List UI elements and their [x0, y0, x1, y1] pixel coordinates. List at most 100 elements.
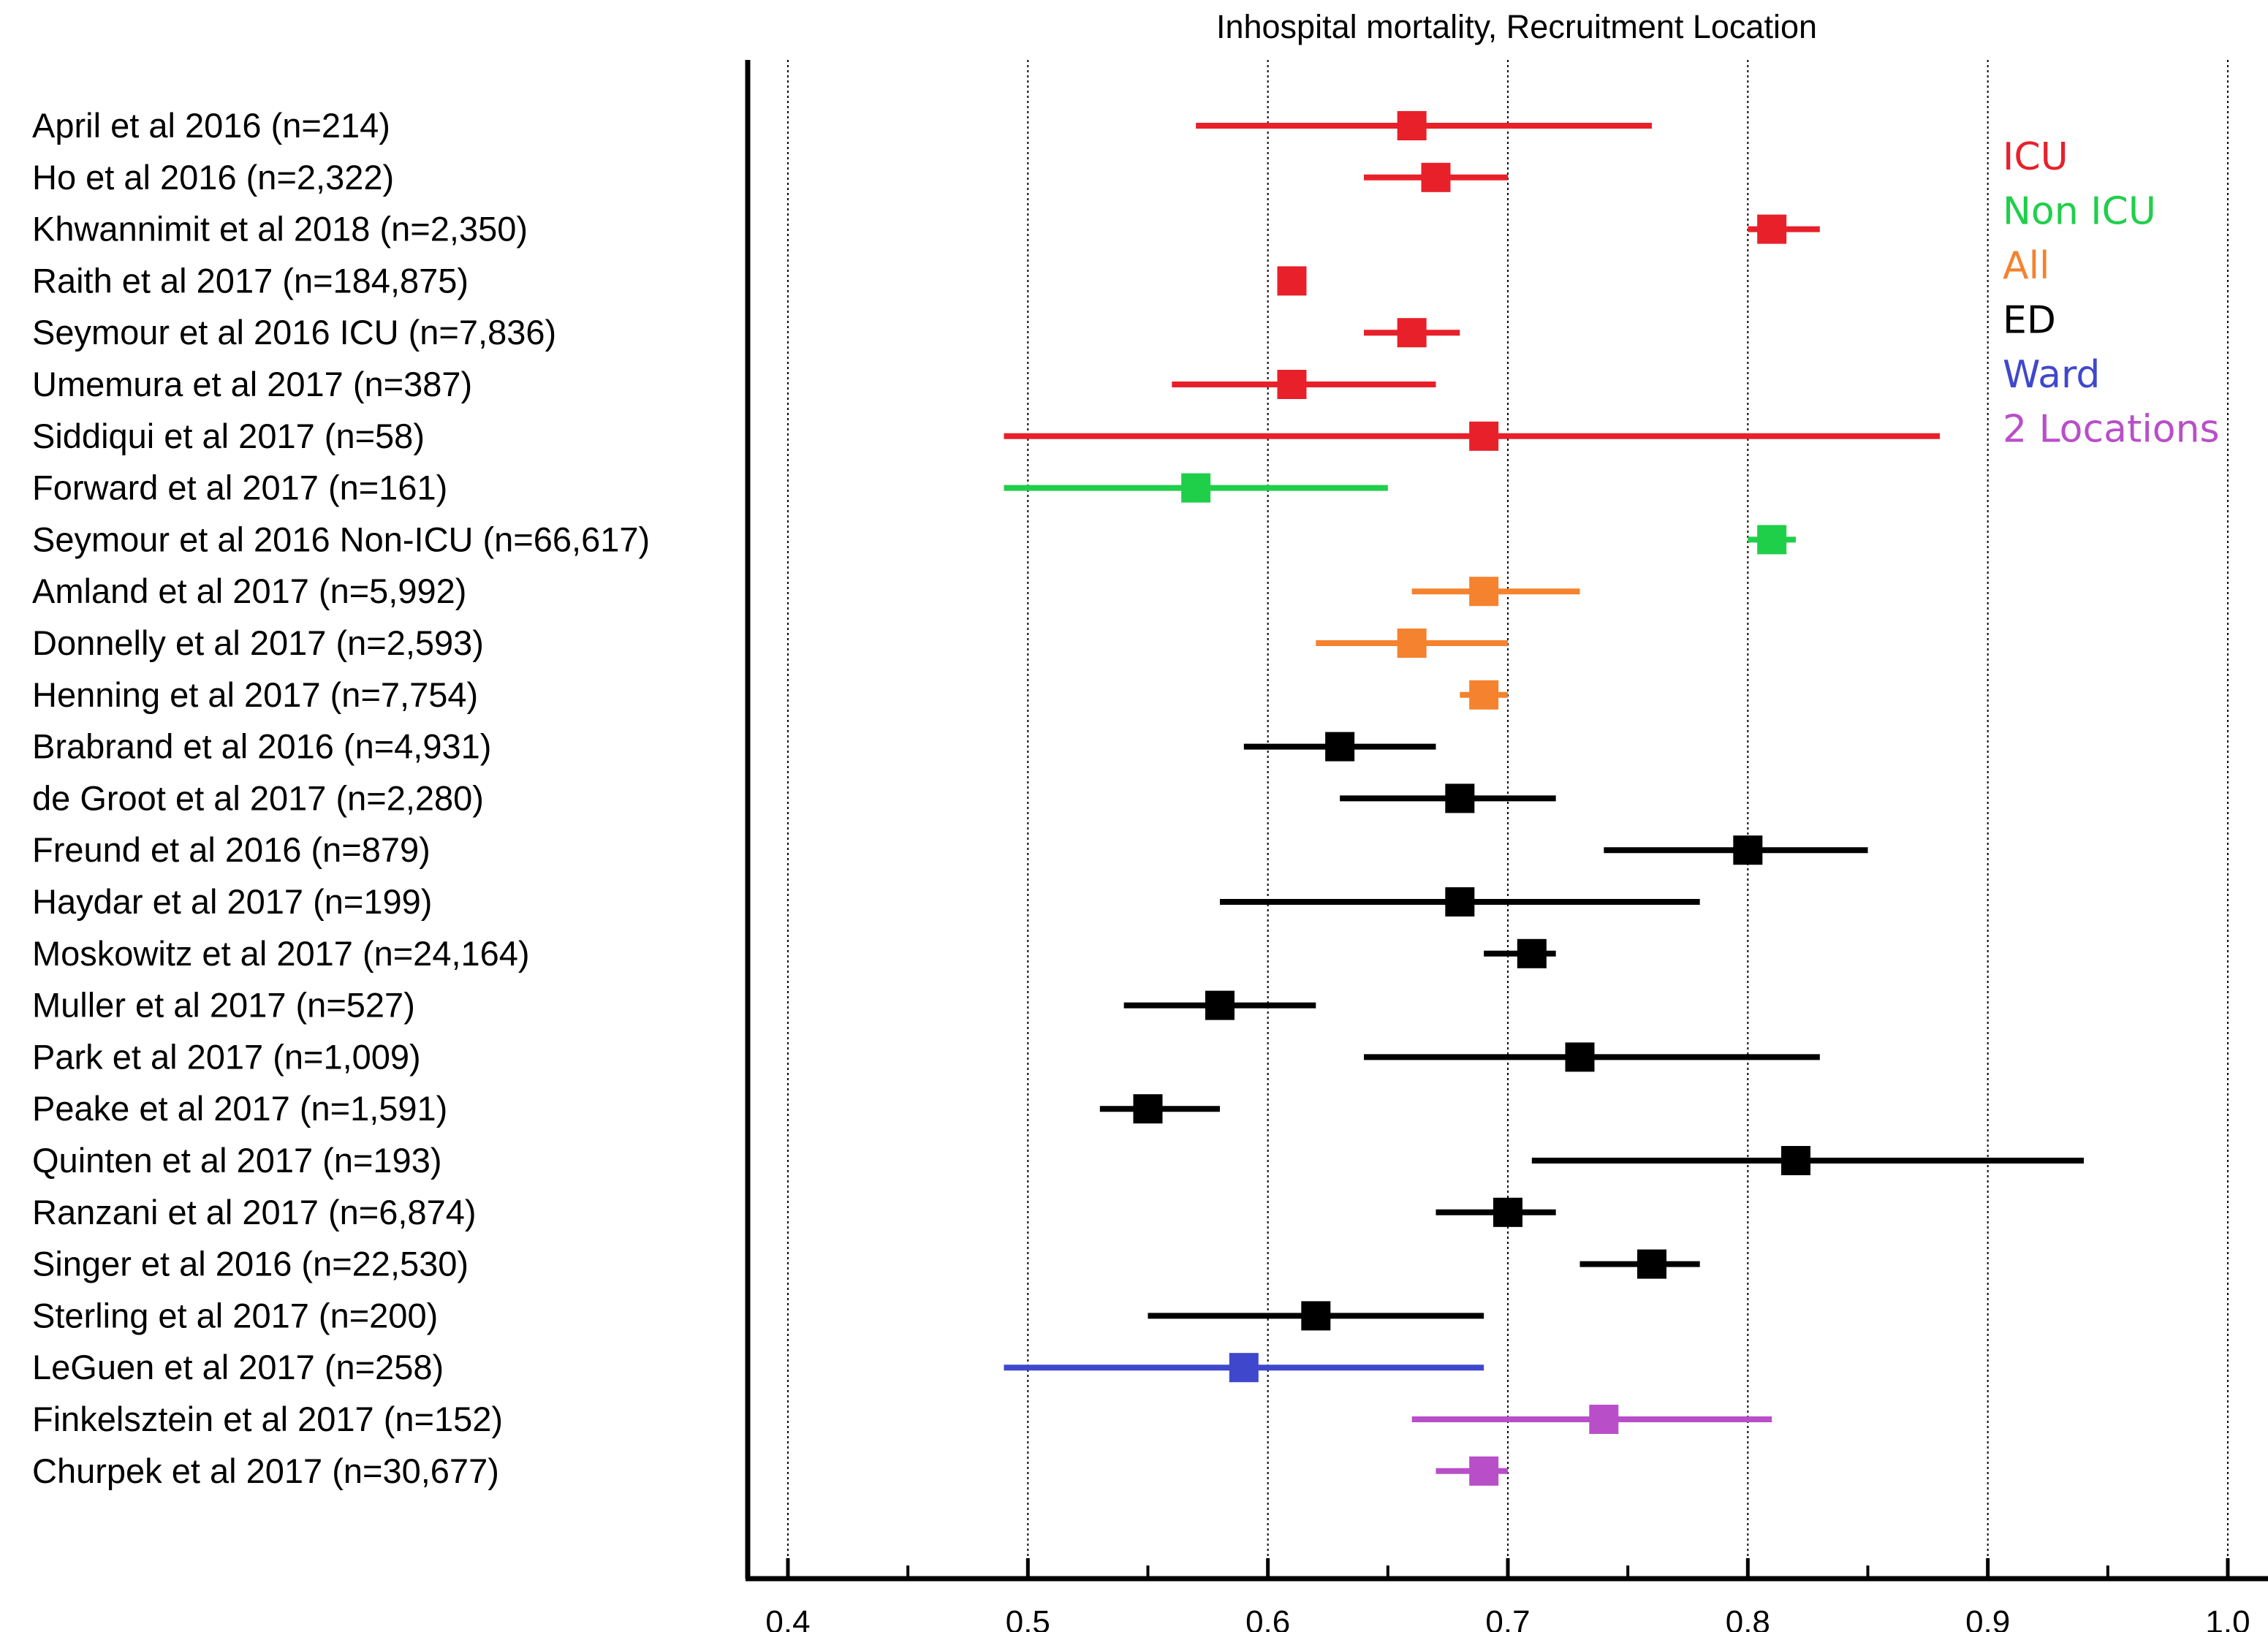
study-row-ranzani-et-al-2017-n-6-874 [1435, 1197, 1556, 1227]
chart-title: Inhospital mortality, Recruitment Locati… [1216, 8, 1817, 45]
study-row-park-et-al-2017-n-1-009 [1364, 1042, 1820, 1072]
point-estimate [1205, 990, 1234, 1020]
study-label: Freund et al 2016 (n=879) [32, 830, 431, 869]
study-row-raith-et-al-2017-n-184-875 [1277, 266, 1307, 296]
study-label: Peake et al 2017 (n=1,591) [32, 1089, 447, 1128]
point-estimate [1397, 111, 1427, 140]
study-label: Brabrand et al 2016 (n=4,931) [32, 727, 491, 766]
x-tick-label: 0.9 [1965, 1604, 2010, 1632]
point-estimate [1181, 473, 1211, 503]
legend-entry-icu: ICU [2003, 135, 2068, 179]
x-axis-ticks: 0.4 0.5 0.6 0.7 0.8 0.9 1.0 [765, 1558, 2250, 1632]
point-estimate [1637, 1249, 1666, 1279]
study-row-freund-et-al-2016-n-879 [1604, 835, 1868, 865]
study-label: Muller et al 2017 (n=527) [32, 986, 415, 1025]
study-label: Finkelsztein et al 2017 (n=152) [32, 1400, 503, 1438]
point-estimate [1565, 1042, 1595, 1072]
study-label: Amland et al 2017 (n=5,992) [32, 572, 466, 610]
x-tick-label: 1.0 [2205, 1604, 2250, 1632]
study-label: Khwannimit et al 2018 (n=2,350) [32, 210, 528, 248]
study-row-april-et-al-2016-n-214 [1196, 111, 1652, 140]
legend-entry-ed: ED [2003, 299, 2056, 343]
point-estimate [1133, 1094, 1163, 1124]
study-row-siddiqui-et-al-2017-n-58 [1004, 421, 1940, 451]
point-estimate [1733, 835, 1763, 865]
point-estimate [1445, 887, 1475, 916]
study-row-peake-et-al-2017-n-1-591 [1099, 1094, 1220, 1124]
point-estimate [1421, 162, 1451, 192]
study-labels: April et al 2016 (n=214) Ho et al 2016 (n… [32, 106, 650, 1490]
point-estimate [1277, 266, 1307, 296]
study-label: Park et al 2017 (n=1,009) [32, 1037, 421, 1076]
study-row-quinten-et-al-2017-n-193 [1531, 1146, 2084, 1175]
x-tick-label: 0.8 [1726, 1604, 1770, 1632]
study-label: Sterling et al 2017 (n=200) [32, 1296, 438, 1335]
study-row-leguen-et-al-2017-n-258 [1004, 1353, 1484, 1383]
study-label: Haydar et al 2017 (n=199) [32, 882, 432, 921]
study-label: Umemura et al 2017 (n=387) [32, 365, 472, 403]
point-estimate [1493, 1197, 1522, 1227]
point-estimate [1469, 680, 1499, 710]
study-row-moskowitz-et-al-2017-n-24-164 [1484, 938, 1556, 968]
point-estimate [1781, 1146, 1810, 1175]
study-row-de-groot-et-al-2017-n-2-280 [1340, 783, 1556, 813]
point-estimate [1469, 1456, 1499, 1486]
legend-entry-non-icu: Non ICU [2003, 190, 2156, 234]
study-row-muller-et-al-2017-n-527 [1123, 990, 1316, 1020]
study-label: Raith et al 2017 (n=184,875) [32, 261, 469, 300]
gridlines [787, 60, 2229, 1579]
study-row-donnelly-et-al-2017-n-2-593 [1316, 629, 1508, 658]
study-label: Quinten et al 2017 (n=193) [32, 1141, 442, 1180]
study-label: Singer et al 2016 (n=22,530) [32, 1245, 469, 1283]
study-row-henning-et-al-2017-n-7-754 [1460, 680, 1508, 710]
point-estimate [1325, 732, 1355, 762]
study-label: Seymour et al 2016 ICU (n=7,836) [32, 313, 556, 352]
study-label: Donnelly et al 2017 (n=2,593) [32, 623, 484, 662]
study-label: Moskowitz et al 2017 (n=24,164) [32, 934, 530, 973]
study-row-haydar-et-al-2017-n-199 [1220, 887, 1700, 916]
study-label: April et al 2016 (n=214) [32, 106, 390, 145]
x-tick-label: 0.4 [765, 1604, 810, 1632]
study-row-amland-et-al-2017-n-5-992 [1411, 577, 1580, 607]
study-label: Churpek et al 2017 (n=30,677) [32, 1451, 499, 1490]
point-estimate [1589, 1405, 1619, 1434]
point-estimate [1757, 525, 1787, 555]
point-estimate [1469, 421, 1499, 451]
point-estimate [1757, 214, 1787, 244]
study-label: LeGuen et al 2017 (n=258) [32, 1348, 444, 1386]
point-estimate [1397, 629, 1427, 658]
study-label: Forward et al 2017 (n=161) [32, 468, 447, 507]
x-tick-label: 0.7 [1485, 1604, 1530, 1632]
x-tick-label: 0.6 [1245, 1604, 1290, 1632]
study-label: Ranzani et al 2017 (n=6,874) [32, 1193, 477, 1231]
study-row-singer-et-al-2016-n-22-530 [1579, 1249, 1700, 1279]
study-label: Seymour et al 2016 Non-ICU (n=66,617) [32, 520, 650, 558]
point-estimate [1469, 577, 1499, 607]
study-row-seymour-et-al-2016-icu-n-7-836 [1364, 318, 1460, 348]
study-row-seymour-et-al-2016-non-icu-n-66-617 [1748, 525, 1796, 555]
legend-entry-all: All [2003, 244, 2049, 288]
study-label: de Groot et al 2017 (n=2,280) [32, 778, 484, 817]
point-estimate [1301, 1301, 1331, 1331]
study-row-churpek-et-al-2017-n-30-677 [1435, 1456, 1508, 1486]
study-row-sterling-et-al-2017-n-200 [1148, 1301, 1484, 1331]
legend-entry-ward: Ward [2003, 353, 2100, 397]
study-estimates [1004, 111, 2084, 1486]
study-label: Ho et al 2016 (n=2,322) [32, 158, 394, 197]
study-row-forward-et-al-2017-n-161 [1004, 473, 1388, 503]
point-estimate [1445, 783, 1475, 813]
study-row-ho-et-al-2016-n-2-322 [1364, 162, 1508, 192]
study-label: Henning et al 2017 (n=7,754) [32, 675, 478, 714]
point-estimate [1277, 370, 1307, 399]
study-row-brabrand-et-al-2016-n-4-931 [1243, 732, 1436, 762]
x-tick-label: 0.5 [1006, 1604, 1050, 1632]
study-label: Siddiqui et al 2017 (n=58) [32, 417, 425, 455]
point-estimate [1229, 1353, 1259, 1383]
study-row-finkelsztein-et-al-2017-n-152 [1411, 1405, 1772, 1434]
point-estimate [1517, 938, 1547, 968]
study-row-umemura-et-al-2017-n-387 [1172, 370, 1436, 399]
study-row-khwannimit-et-al-2018-n-2-350 [1748, 214, 1820, 244]
legend-entry-2-locations: 2 Locations [2003, 408, 2220, 452]
legend: ICU Non ICU All ED Ward 2 Locations [2003, 135, 2220, 452]
